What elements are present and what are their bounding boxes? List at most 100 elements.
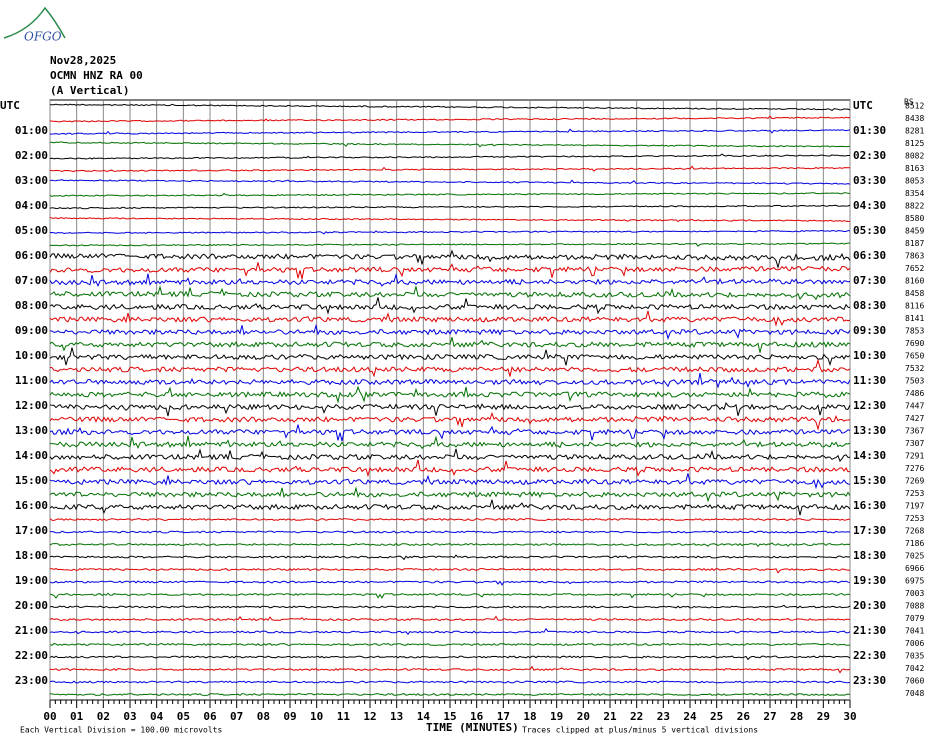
bias-value: 7042 [905,664,924,673]
left-label: 05:00 [15,224,48,237]
bias-value: 7307 [905,439,924,448]
bias-value: 8459 [905,227,924,236]
bias-value: 8141 [905,314,924,323]
bias-value: 8163 [905,164,924,173]
trace [49,285,851,301]
x-title: TIME (MINUTES) [426,721,519,734]
x-tick-label: 06 [203,710,217,723]
x-tick-label: 05 [177,710,190,723]
bias-value: 8125 [905,139,924,148]
trace [49,615,850,622]
logo-arc [3,6,66,39]
left-label: 09:00 [15,324,48,337]
bias-value: 7853 [905,327,924,336]
right-label: 15:30 [853,474,886,487]
left-label: 18:00 [15,549,48,562]
right-label: 23:30 [853,674,886,687]
bias-value: 7197 [905,502,924,511]
right-label: 06:30 [853,249,886,262]
left-label: 12:00 [15,399,48,412]
trace [49,128,851,135]
trace [50,323,851,340]
x-tick-label: 22 [630,710,643,723]
left-label: 14:00 [15,449,48,462]
x-tick-label: 21 [603,710,617,723]
trace [49,517,851,521]
trace [49,192,851,197]
trace [49,642,851,647]
right-label: 03:30 [853,174,886,187]
bias-value: 7690 [905,339,924,348]
component: (A Vertical) [50,84,129,97]
left-label: 20:00 [15,599,48,612]
trace [49,402,851,417]
trace [49,486,851,503]
bias-value: 8512 [905,102,924,111]
x-tick-label: 16 [470,710,484,723]
right-label: 14:30 [853,449,886,462]
trace [49,204,851,210]
x-tick-label: 24 [683,710,697,723]
trace [49,141,851,148]
right-label: 05:30 [853,224,886,237]
trace [49,592,851,599]
x-tick-label: 12 [363,710,376,723]
x-tick-label: 01 [70,710,84,723]
bias-value: 7079 [905,614,924,623]
left-label: 19:00 [15,574,48,587]
trace [49,627,851,636]
trace [49,115,851,123]
right-label: 04:30 [853,199,886,212]
bias-value: 8458 [905,289,924,298]
right-label: 20:30 [853,599,886,612]
bias-value: 7048 [905,689,924,698]
x-tick-label: 26 [737,710,751,723]
right-label: 18:30 [853,549,886,562]
x-tick-label: 20 [577,710,590,723]
trace [49,604,851,609]
bias-label: BS [904,98,914,107]
x-tick-label: 07 [230,710,243,723]
left-label: 06:00 [15,249,48,262]
bias-value: 8438 [905,114,924,123]
trace [49,249,851,270]
bias-value: 7041 [905,627,924,636]
x-tick-label: 15 [443,710,456,723]
right-label: 02:30 [853,149,886,162]
trace [49,473,851,490]
bias-value: 7427 [905,414,924,423]
bias-value: 8116 [905,302,924,311]
bias-value: 7253 [905,489,924,498]
bias-value: 7486 [905,389,924,398]
x-tick-label: 25 [710,710,723,723]
right-label: 07:30 [853,274,886,287]
left-label: 23:00 [15,674,48,687]
right-label: 17:30 [853,524,886,537]
trace [49,358,851,378]
bias-value: 8187 [905,239,924,248]
x-tick-label: 08 [257,710,270,723]
x-tick-label: 28 [790,710,803,723]
left-label: 16:00 [15,499,48,512]
bias-value: 8354 [905,189,924,198]
bias-value: 7367 [905,427,924,436]
trace [49,692,851,697]
trace [49,337,851,353]
bias-value: 7186 [905,539,924,548]
trace [49,680,851,684]
right-label: 11:30 [853,374,886,387]
footer-left: Each Vertical Division = 100.00 microvol… [20,726,222,735]
bias-value: 7532 [905,364,924,373]
trace [49,580,851,586]
bias-value: 7269 [905,477,924,486]
station: OCMN HNZ RA 00 [50,69,143,82]
x-tick-label: 14 [417,710,431,723]
x-tick-label: 10 [310,710,323,723]
trace [49,567,851,574]
right-label: 09:30 [853,324,886,337]
bias-value: 7088 [905,602,924,611]
bias-value: 7652 [905,264,924,273]
left-label: 21:00 [15,624,48,637]
bias-value: 8281 [905,127,924,136]
bias-value: 7447 [905,402,924,411]
